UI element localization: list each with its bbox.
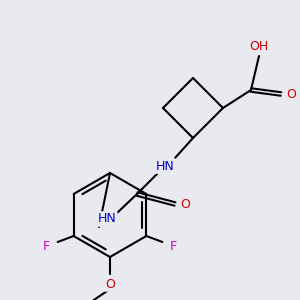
Text: HN: HN	[156, 160, 174, 172]
Text: OH: OH	[249, 40, 268, 52]
Text: F: F	[170, 239, 177, 253]
Text: HN: HN	[98, 212, 116, 226]
Text: O: O	[180, 197, 190, 211]
Text: O: O	[105, 278, 115, 290]
Text: O: O	[286, 88, 296, 100]
Text: F: F	[43, 239, 50, 253]
